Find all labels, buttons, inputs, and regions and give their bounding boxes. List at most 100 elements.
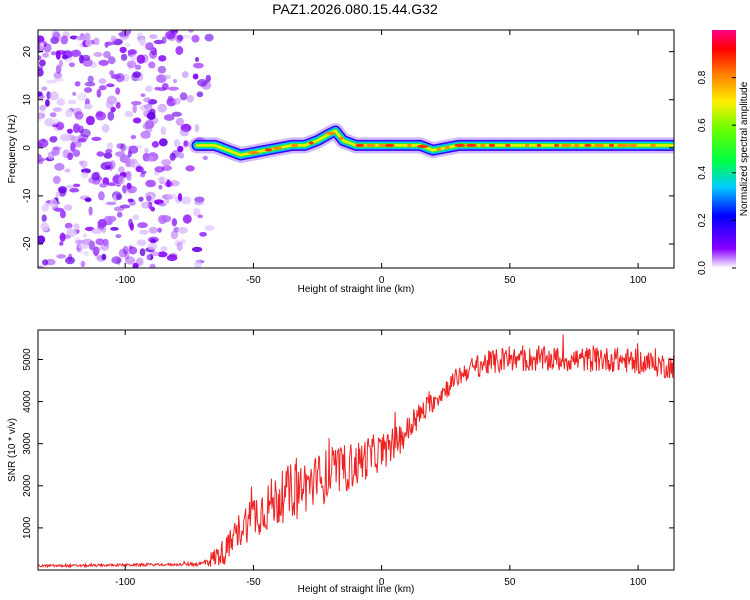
noise-blob (54, 163, 65, 171)
noise-blob (165, 30, 176, 40)
noise-blob (77, 138, 87, 143)
ridge-hotspot (479, 143, 486, 147)
noise-blob (144, 147, 149, 154)
noise-blob (122, 186, 128, 195)
ridge-hotspot (417, 144, 429, 148)
noise-blob (66, 227, 74, 237)
noise-blob (98, 59, 109, 66)
noise-blob (119, 46, 127, 54)
noise-blob (93, 52, 103, 57)
noise-blob (84, 197, 92, 203)
noise-blob (53, 78, 65, 82)
noise-blob (199, 231, 208, 237)
noise-blob (169, 152, 176, 161)
noise-blob (111, 256, 122, 264)
noise-blob (181, 71, 189, 79)
x-tick-label: 50 (504, 275, 516, 286)
noise-blob (69, 187, 80, 193)
ridge-hotspot (272, 146, 283, 150)
noise-blob (61, 54, 69, 60)
noise-blob (45, 79, 57, 84)
noise-blob (115, 193, 123, 201)
noise-blob (124, 110, 134, 118)
snr-frame (37, 329, 675, 571)
ridge-hotspot (325, 131, 336, 135)
spectrogram-x-label: Height of straight line (km) (298, 284, 415, 295)
noise-blob (118, 166, 125, 173)
ridge-hotspot (560, 143, 572, 147)
noise-blob (82, 233, 87, 238)
noise-blob (105, 100, 114, 109)
noise-blob (177, 34, 184, 42)
noise-blob (139, 248, 146, 257)
noise-blob (127, 49, 137, 56)
noise-blob (120, 53, 128, 61)
noise-blob (120, 143, 126, 152)
ridge-hotspot (378, 143, 385, 147)
spectrogram-y-axis: -20 -10 0 10 20 (22, 46, 674, 251)
x-tick-label: -50 (246, 577, 261, 588)
noise-blob (75, 239, 86, 244)
noise-blob (39, 105, 47, 111)
x-tick-label: -100 (115, 577, 135, 588)
y-tick-label: 1000 (22, 516, 33, 539)
ridge-hotspot (593, 143, 605, 147)
noise-blob (158, 138, 168, 147)
noise-blob (127, 150, 132, 158)
ridge-hotspot (264, 148, 273, 152)
ridge-hotspot (524, 143, 530, 147)
ridge-hotspot (247, 151, 259, 155)
noise-blob (140, 93, 146, 97)
ridge-hotspot (573, 143, 580, 147)
noise-blob (132, 262, 139, 268)
ridge-hotspot (554, 143, 560, 147)
noise-blob (91, 246, 101, 254)
noise-blob (181, 196, 191, 205)
y-tick-label: 3000 (22, 432, 33, 455)
noise-blob (106, 83, 115, 88)
noise-blob (38, 68, 44, 77)
noise-blob (79, 54, 84, 64)
noise-blob (147, 242, 158, 251)
x-tick-label: -100 (115, 275, 135, 286)
noise-blob (82, 238, 93, 246)
noise-blob (205, 74, 211, 83)
noise-blob (145, 85, 153, 92)
noise-blob (38, 265, 44, 268)
x-tick-label: 100 (630, 275, 647, 286)
noise-blob (50, 51, 57, 56)
noise-blob (157, 103, 167, 113)
noise-blob (138, 196, 144, 202)
ridge-hotspot (365, 143, 376, 147)
noise-blob (146, 111, 156, 120)
noise-blob (38, 55, 42, 61)
noise-blob (108, 56, 116, 65)
colorbar-tick-label: 0.8 (697, 70, 708, 84)
noise-blob (135, 165, 142, 172)
noise-blob (193, 62, 204, 69)
noise-blob (182, 214, 192, 224)
noise-blob (136, 239, 147, 246)
noise-blob (55, 191, 60, 198)
noise-blob (100, 242, 110, 251)
noise-blob (185, 165, 195, 172)
snr-x-axis: -100 -50 0 50 100 (115, 330, 647, 588)
noise-blob (80, 128, 91, 138)
noise-blob (38, 159, 44, 165)
noise-blob (160, 126, 167, 135)
x-tick-label: 0 (379, 275, 385, 286)
noise-blob (68, 62, 75, 67)
chart-title: PAZ1.2026.080.15.44.G32 (272, 1, 438, 17)
noise-blob (134, 64, 142, 70)
ridge-hotspot (454, 143, 466, 147)
noise-blob (104, 41, 116, 46)
colorbar-label: Normalized spectral amplitude (739, 81, 750, 216)
noise-blob (126, 60, 137, 69)
noise-blob (126, 159, 135, 168)
noise-blob (53, 71, 62, 80)
noise-blob (160, 246, 168, 252)
noise-blob (74, 111, 84, 120)
noise-blob (153, 39, 164, 45)
noise-blob (48, 91, 59, 101)
noise-blob (144, 120, 155, 129)
